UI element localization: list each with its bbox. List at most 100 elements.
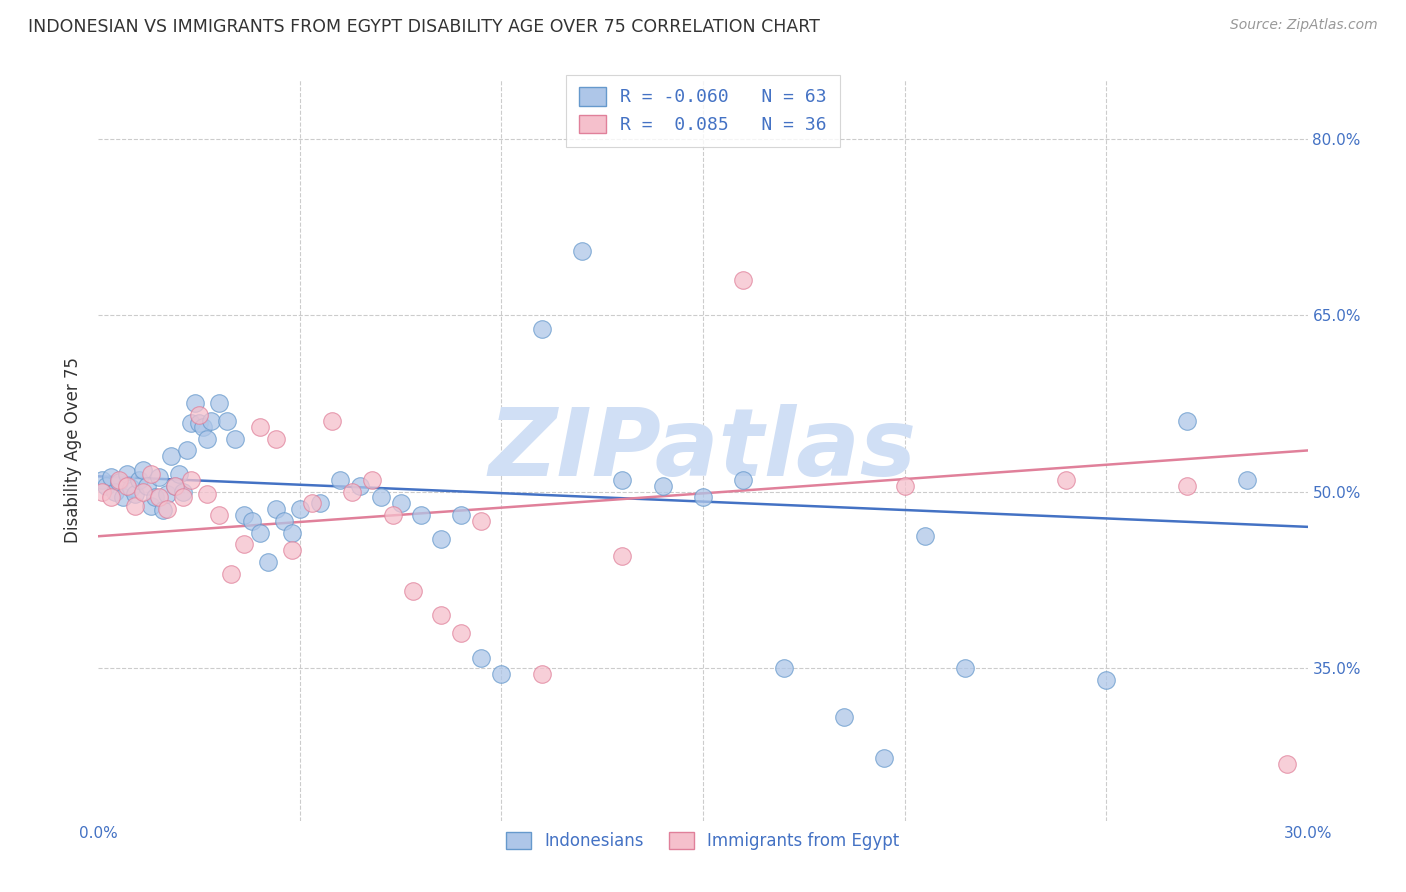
Point	[124, 487, 146, 501]
Point	[692, 491, 714, 505]
Point	[361, 473, 384, 487]
Point	[953, 661, 976, 675]
Point	[381, 508, 404, 522]
Point	[281, 543, 304, 558]
Point	[301, 496, 323, 510]
Point	[733, 473, 755, 487]
Point	[221, 566, 243, 581]
Point	[1236, 473, 1258, 487]
Point	[172, 484, 194, 499]
Point	[491, 666, 513, 681]
Point	[200, 414, 222, 428]
Point	[256, 555, 278, 569]
Point	[107, 473, 129, 487]
Point	[224, 432, 246, 446]
Point	[132, 463, 155, 477]
Point	[107, 475, 129, 490]
Point	[180, 473, 202, 487]
Point	[167, 467, 190, 481]
Point	[188, 417, 211, 431]
Point	[195, 487, 218, 501]
Point	[128, 473, 150, 487]
Point	[321, 414, 343, 428]
Point	[288, 502, 311, 516]
Point	[329, 473, 352, 487]
Point	[733, 273, 755, 287]
Point	[264, 502, 287, 516]
Point	[349, 479, 371, 493]
Point	[1054, 473, 1077, 487]
Point	[111, 491, 134, 505]
Text: Source: ZipAtlas.com: Source: ZipAtlas.com	[1230, 18, 1378, 32]
Point	[832, 710, 855, 724]
Point	[914, 529, 936, 543]
Point	[450, 508, 472, 522]
Point	[249, 420, 271, 434]
Legend: Indonesians, Immigrants from Egypt: Indonesians, Immigrants from Egypt	[499, 825, 907, 856]
Point	[160, 450, 183, 464]
Point	[148, 491, 170, 505]
Point	[156, 502, 179, 516]
Point	[1175, 414, 1198, 428]
Point	[132, 484, 155, 499]
Point	[409, 508, 432, 522]
Point	[470, 651, 492, 665]
Point	[612, 473, 634, 487]
Point	[281, 525, 304, 540]
Point	[152, 503, 174, 517]
Point	[100, 491, 122, 505]
Point	[309, 496, 332, 510]
Point	[1095, 673, 1118, 687]
Point	[430, 532, 453, 546]
Point	[148, 470, 170, 484]
Text: ZIPatlas: ZIPatlas	[489, 404, 917, 497]
Text: INDONESIAN VS IMMIGRANTS FROM EGYPT DISABILITY AGE OVER 75 CORRELATION CHART: INDONESIAN VS IMMIGRANTS FROM EGYPT DISA…	[28, 18, 820, 36]
Point	[139, 467, 162, 481]
Point	[208, 396, 231, 410]
Point	[893, 479, 915, 493]
Point	[450, 625, 472, 640]
Point	[188, 408, 211, 422]
Point	[143, 491, 166, 505]
Point	[120, 481, 142, 495]
Point	[612, 549, 634, 564]
Point	[91, 484, 114, 499]
Point	[139, 499, 162, 513]
Point	[100, 470, 122, 484]
Point	[176, 443, 198, 458]
Point	[430, 607, 453, 622]
Point	[530, 666, 553, 681]
Point	[370, 491, 392, 505]
Point	[91, 473, 114, 487]
Point	[208, 508, 231, 522]
Point	[873, 751, 896, 765]
Point	[1277, 757, 1299, 772]
Point	[135, 479, 157, 493]
Point	[217, 414, 239, 428]
Point	[232, 537, 254, 551]
Y-axis label: Disability Age Over 75: Disability Age Over 75	[65, 358, 83, 543]
Point	[184, 396, 207, 410]
Point	[124, 499, 146, 513]
Point	[389, 496, 412, 510]
Point	[163, 479, 186, 493]
Point	[772, 661, 794, 675]
Point	[530, 322, 553, 336]
Point	[156, 487, 179, 501]
Point	[172, 491, 194, 505]
Point	[249, 525, 271, 540]
Point	[195, 432, 218, 446]
Point	[264, 432, 287, 446]
Point	[232, 508, 254, 522]
Point	[163, 479, 186, 493]
Point	[240, 514, 263, 528]
Point	[342, 484, 364, 499]
Point	[470, 514, 492, 528]
Point	[1175, 479, 1198, 493]
Point	[96, 479, 118, 493]
Point	[115, 479, 138, 493]
Point	[103, 484, 125, 499]
Point	[193, 420, 215, 434]
Point	[115, 467, 138, 481]
Point	[180, 417, 202, 431]
